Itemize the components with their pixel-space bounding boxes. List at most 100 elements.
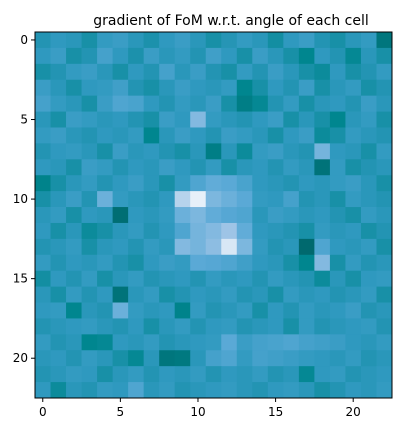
heatmap-cell — [267, 350, 284, 367]
heatmap-cell — [112, 207, 129, 224]
heatmap-cell — [159, 47, 176, 65]
heatmap-cell — [283, 254, 300, 272]
heatmap-cell — [66, 175, 82, 192]
heatmap-cell — [159, 95, 176, 112]
heatmap-cell — [159, 143, 176, 160]
heatmap-cell — [298, 334, 315, 351]
heatmap-cell — [298, 238, 315, 256]
heatmap-cell — [81, 382, 98, 399]
heatmap-cell — [81, 270, 98, 288]
heatmap-cell — [81, 350, 98, 367]
heatmap-cell — [81, 159, 98, 176]
heatmap-cell — [252, 286, 269, 303]
heatmap-cell — [112, 32, 129, 49]
heatmap-cell — [329, 127, 346, 144]
heatmap-cell — [97, 47, 114, 65]
heatmap-cell — [143, 302, 160, 319]
heatmap-cell — [66, 63, 82, 81]
heatmap-cell — [345, 63, 362, 81]
heatmap-cell — [329, 79, 346, 97]
heatmap-cell — [267, 47, 284, 65]
heatmap-cell — [128, 238, 145, 256]
heatmap-cell — [252, 366, 269, 383]
heatmap-cell — [221, 63, 238, 81]
heatmap-cell — [174, 127, 191, 144]
heatmap-cell — [376, 159, 393, 176]
heatmap-cell — [345, 95, 362, 112]
heatmap-cell — [360, 95, 377, 112]
heatmap-cell — [267, 79, 284, 97]
heatmap-cell — [174, 95, 191, 112]
heatmap-cell — [205, 63, 222, 81]
heatmap-cell — [329, 47, 346, 65]
heatmap-cell — [360, 286, 377, 303]
heatmap-cell — [205, 254, 222, 272]
heatmap-cell — [112, 143, 129, 160]
heatmap-cell — [314, 111, 331, 128]
heatmap-cell — [205, 32, 222, 49]
heatmap-cell — [267, 207, 284, 224]
heatmap-cell — [221, 127, 238, 144]
heatmap-cell — [360, 191, 377, 208]
heatmap-cell — [236, 175, 253, 192]
heatmap-cell — [143, 63, 160, 81]
heatmap-cell — [97, 175, 114, 192]
heatmap-cell — [159, 238, 176, 256]
heatmap-cell — [112, 95, 129, 112]
heatmap-cell — [190, 366, 207, 383]
heatmap-cell — [329, 238, 346, 256]
heatmap-cell — [314, 366, 331, 383]
heatmap-cell — [252, 95, 269, 112]
heatmap-cell — [159, 111, 176, 128]
heatmap-cell — [221, 159, 238, 176]
heatmap-cell — [50, 127, 67, 144]
heatmap-cell — [283, 382, 300, 399]
heatmap-cell — [314, 222, 331, 240]
heatmap-cell — [236, 207, 253, 224]
heatmap-cell — [360, 270, 377, 288]
heatmap-cell — [128, 350, 145, 367]
heatmap-cell — [81, 175, 98, 192]
heatmap-cell — [190, 63, 207, 81]
heatmap-cell — [50, 270, 67, 288]
heatmap-cell — [174, 318, 191, 335]
heatmap-cell — [143, 238, 160, 256]
heatmap-cell — [345, 254, 362, 272]
heatmap-cell — [66, 334, 82, 351]
heatmap-cell — [345, 159, 362, 176]
heatmap-cell — [221, 350, 238, 367]
heatmap-cell — [35, 318, 51, 335]
heatmap-cell — [298, 47, 315, 65]
heatmap-cell — [128, 286, 145, 303]
heatmap-cell — [50, 32, 67, 49]
heatmap-cell — [81, 318, 98, 335]
heatmap-cell — [174, 143, 191, 160]
heatmap-cell — [236, 382, 253, 399]
heatmap-cell — [252, 334, 269, 351]
heatmap-cell — [205, 382, 222, 399]
heatmap-cell — [50, 238, 67, 256]
heatmap-cell — [345, 111, 362, 128]
heatmap-cell — [205, 143, 222, 160]
heatmap-cell — [35, 207, 51, 224]
y-tick-label: 10 — [13, 192, 28, 206]
heatmap-cell — [329, 222, 346, 240]
heatmap-cell — [159, 254, 176, 272]
heatmap-cell — [128, 32, 145, 49]
heatmap-cell — [66, 302, 82, 319]
heatmap-cell — [35, 270, 51, 288]
heatmap-cell — [283, 286, 300, 303]
heatmap-cell — [360, 79, 377, 97]
heatmap-cell — [205, 302, 222, 319]
heatmap-cell — [190, 238, 207, 256]
heatmap-cell — [97, 32, 114, 49]
heatmap-cell — [205, 207, 222, 224]
heatmap-cell — [112, 350, 129, 367]
heatmap-cell — [314, 207, 331, 224]
heatmap-cell — [174, 47, 191, 65]
heatmap-cell — [345, 143, 362, 160]
heatmap-cell — [190, 318, 207, 335]
heatmap-cell — [252, 47, 269, 65]
heatmap-cell — [112, 318, 129, 335]
